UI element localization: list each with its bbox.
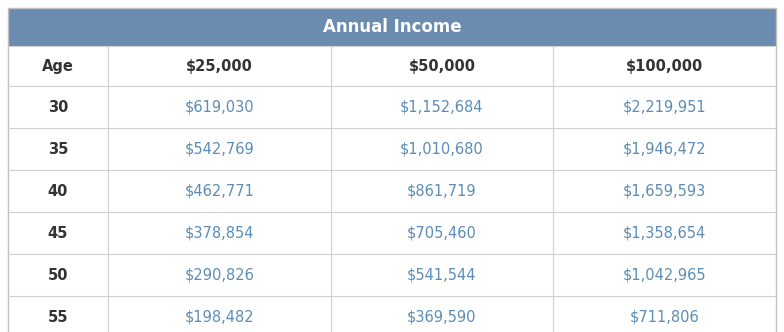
Bar [8,212,108,254]
Text: $619,030: $619,030 [184,100,254,115]
Text: 30: 30 [48,100,68,115]
Text: 35: 35 [48,141,68,156]
Text: $1,946,472: $1,946,472 [622,141,706,156]
Bar [554,296,776,332]
Text: $378,854: $378,854 [184,225,254,240]
Text: 55: 55 [48,309,68,324]
Text: 45: 45 [48,225,68,240]
Text: $462,771: $462,771 [184,184,254,199]
Bar [331,170,554,212]
Text: $100,000: $100,000 [626,58,703,73]
Text: 40: 40 [48,184,68,199]
Bar [108,46,331,86]
Bar [554,254,776,296]
Bar [554,46,776,86]
Bar [8,86,108,128]
Bar [8,46,108,86]
Bar [331,128,554,170]
Text: $1,042,965: $1,042,965 [622,268,706,283]
Text: $542,769: $542,769 [184,141,254,156]
Bar [108,296,331,332]
Bar [8,8,776,46]
Bar [554,212,776,254]
Bar [108,86,331,128]
Text: Age: Age [42,58,74,73]
Text: $198,482: $198,482 [184,309,254,324]
Bar [8,254,108,296]
Bar [8,296,108,332]
Text: $1,659,593: $1,659,593 [623,184,706,199]
Text: $711,806: $711,806 [630,309,699,324]
Text: $369,590: $369,590 [407,309,477,324]
Bar [331,212,554,254]
Bar [554,170,776,212]
Bar [331,254,554,296]
Bar [331,46,554,86]
Text: $25,000: $25,000 [186,58,252,73]
Text: $705,460: $705,460 [407,225,477,240]
Text: 50: 50 [48,268,68,283]
Bar [8,170,108,212]
Text: $1,010,680: $1,010,680 [400,141,484,156]
Bar [554,86,776,128]
Bar [8,128,108,170]
Text: $290,826: $290,826 [184,268,254,283]
Text: $1,358,654: $1,358,654 [623,225,706,240]
Text: $50,000: $50,000 [408,58,475,73]
Text: $1,152,684: $1,152,684 [400,100,484,115]
Bar [108,212,331,254]
Bar [108,128,331,170]
Bar [108,254,331,296]
Bar [108,170,331,212]
Bar [554,128,776,170]
Text: $861,719: $861,719 [407,184,477,199]
Bar [331,86,554,128]
Text: $541,544: $541,544 [407,268,477,283]
Bar [331,296,554,332]
Text: $2,219,951: $2,219,951 [622,100,706,115]
Text: Annual Income: Annual Income [323,18,461,36]
